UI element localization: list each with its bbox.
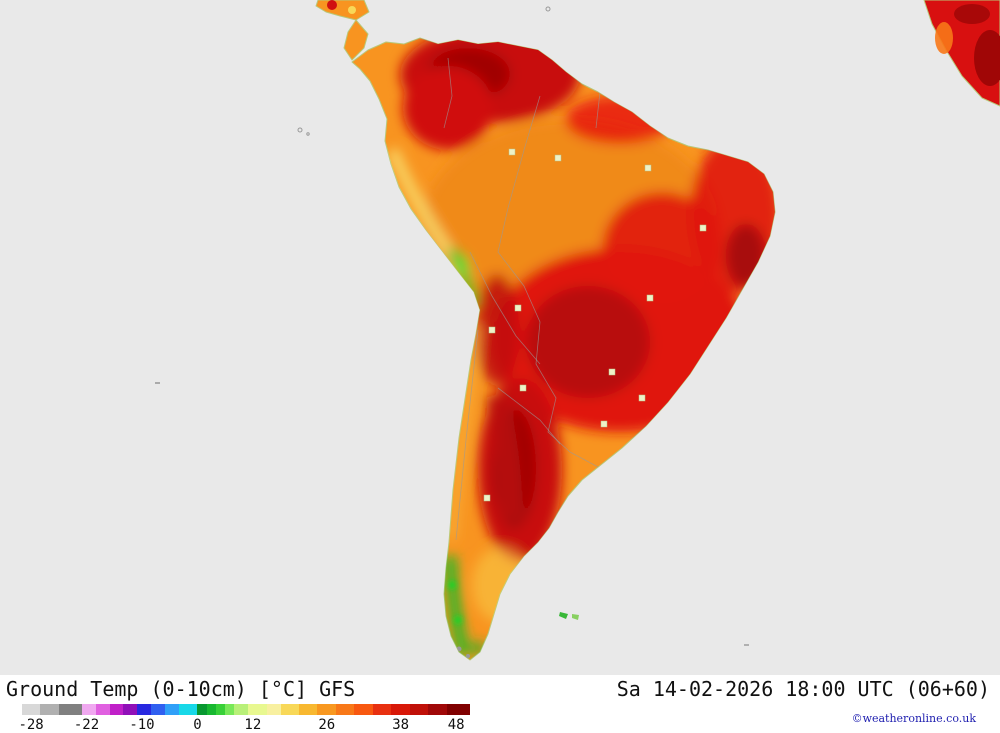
scale-segment (8, 704, 22, 715)
africa-landmass (923, 0, 1000, 107)
scale-segment (248, 704, 267, 715)
temperature-scale-labels: -28 -22 -10 0 12 26 38 48 (8, 715, 470, 733)
central-america-landmass (315, 0, 370, 61)
scale-label: 12 (244, 717, 262, 733)
map-datetime: Sa 14-02-2026 18:00 UTC (06+60) (616, 677, 990, 701)
scale-label: -28 (18, 717, 44, 733)
scale-label: -22 (73, 717, 100, 733)
temperature-scale: -28 -22 -10 0 12 26 38 48 (8, 704, 470, 733)
scale-segment (215, 704, 226, 715)
scale-segment (266, 704, 281, 715)
scale-label: 48 (447, 717, 465, 733)
scale-segment (109, 704, 124, 715)
scale-segment (206, 704, 216, 715)
scale-label: 26 (318, 717, 336, 733)
scale-segment (81, 704, 96, 715)
scale-segment (178, 704, 198, 715)
map-area (0, 0, 1000, 675)
scale-segment (234, 704, 249, 715)
scale-segment (409, 704, 429, 715)
scale-segment (280, 704, 299, 715)
south-america-temperature-map (155, 0, 1000, 661)
scale-segment (446, 704, 470, 715)
scale-segment (151, 704, 166, 715)
scale-label: -10 (129, 717, 155, 733)
copyright-link[interactable]: ©weatheronline.co.uk (851, 712, 976, 725)
scale-segment (335, 704, 355, 715)
falkland-islands (559, 612, 579, 620)
scale-segment (137, 704, 152, 715)
station-markers (483, 148, 707, 502)
scale-segment (197, 704, 207, 715)
scale-segment (428, 704, 447, 715)
scale-segment (165, 704, 179, 715)
scale-segment (123, 704, 138, 715)
country-borders (443, 57, 601, 541)
scale-segment (21, 704, 41, 715)
scale-label: 38 (392, 717, 410, 733)
scale-segment (372, 704, 392, 715)
scale-segment (391, 704, 410, 715)
scale-segment (95, 704, 110, 715)
scale-segment (225, 704, 235, 715)
scale-segment (354, 704, 373, 715)
temperature-scale-bar (8, 704, 470, 715)
scale-segment (58, 704, 82, 715)
south-georgia-island (744, 644, 749, 646)
scale-segment (298, 704, 318, 715)
caribbean-island (545, 6, 551, 12)
galapagos-islands (297, 127, 310, 136)
map-title: Ground Temp (0-10cm) [°C] GFS (6, 677, 356, 701)
scale-segment (317, 704, 336, 715)
scale-segment (40, 704, 59, 715)
scale-label: 0 (193, 717, 202, 733)
footer-bar: Ground Temp (0-10cm) [°C] GFS Sa 14-02-2… (0, 675, 1000, 733)
ocean-speck (155, 382, 160, 384)
